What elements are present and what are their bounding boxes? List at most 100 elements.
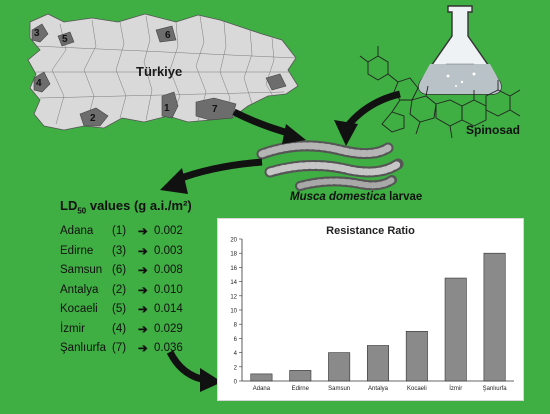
x-tick-label: Samsun — [328, 386, 350, 392]
ld50-city: Antalya — [60, 283, 99, 296]
ld50-code: (1) — [112, 225, 127, 238]
province-borders — [33, 15, 297, 127]
ld50-title-suffix: values (g a.i./m²) — [86, 198, 192, 213]
y-tick-label: 12 — [230, 294, 237, 300]
region-number-3: 3 — [34, 28, 40, 39]
larva-1 — [256, 140, 394, 160]
spinosad-molecule — [359, 46, 521, 139]
bar-i̇zmir — [444, 277, 467, 382]
ld50-value: 0.008 — [154, 264, 183, 277]
ld50-value: 0.010 — [154, 283, 183, 296]
larva-2 — [264, 158, 404, 178]
region-5-shape — [57, 31, 75, 47]
arrow-larvae-to-ld50-head — [160, 168, 188, 194]
x-tick-label: İzmir — [449, 385, 462, 392]
ld50-rows: Adana (1) ➔ 0.002 Edirne (3) ➔ 0.003 Samsun (6) ➔ 0… — [60, 222, 240, 359]
bar-antalya — [367, 345, 389, 382]
larvae-species: Musca domestica — [290, 191, 386, 203]
x-tick-label: Antalya — [368, 386, 389, 392]
ld50-row: İzmir (4) ➔ 0.029 — [60, 319, 240, 339]
ld50-city: İzmir — [60, 322, 85, 335]
y-tick-label: 6 — [234, 337, 238, 343]
y-tick-label: 18 — [230, 252, 237, 258]
region-number-7: 7 — [212, 104, 218, 115]
ld50-row: Antalya (2) ➔ 0.010 — [60, 280, 240, 300]
larvae-illustration — [256, 140, 404, 191]
bar-şanlıurfa — [483, 252, 506, 382]
chart-title: Resistance Ratio — [326, 225, 415, 237]
ld50-code: (5) — [112, 303, 127, 316]
region-2-shape — [79, 107, 109, 127]
y-tick-label: 8 — [234, 323, 238, 329]
ld50-arrow-icon: ➔ — [138, 304, 148, 317]
x-tick-label: Adana — [253, 386, 271, 392]
arrow-flask-to-larvae-head — [334, 120, 358, 146]
y-tick-label: 20 — [230, 238, 237, 244]
ld50-value: 0.029 — [154, 322, 183, 335]
region-number-1: 1 — [164, 103, 170, 114]
ld50-value: 0.002 — [154, 225, 183, 238]
spinosad-label: Spinosad — [466, 123, 521, 137]
resistance-chart: Resistance Ratio 0 2 4 6 8 10 12 14 16 18 20 Adana E… — [217, 218, 524, 401]
ld50-row: Adana (1) ➔ 0.002 — [60, 222, 240, 242]
bar-kocaeli — [405, 331, 428, 382]
region-1-shape — [161, 91, 179, 119]
ld50-city: Adana — [60, 225, 94, 238]
ld50-city: Şanlıurfa — [60, 342, 107, 355]
region-number-6: 6 — [165, 30, 171, 41]
ld50-code: (4) — [112, 322, 127, 335]
x-tick-label: Kocaeli — [407, 386, 427, 392]
region-6-shape — [155, 25, 177, 43]
ld50-city: Edirne — [60, 244, 94, 257]
chart-plot: 0 2 4 6 8 10 12 14 16 18 20 Adana Edirne Samsun Antaly… — [230, 238, 514, 392]
arrows — [160, 90, 401, 392]
larvae-suffix: larvae — [389, 191, 423, 203]
ld50-arrow-icon: ➔ — [138, 265, 148, 278]
arrow-map-to-larvae — [232, 108, 293, 138]
y-tick-label: 4 — [234, 351, 238, 357]
ld50-city: Kocaeli — [60, 303, 98, 316]
ld50-value: 0.014 — [154, 303, 183, 316]
larva-3 — [295, 175, 397, 191]
arrow-ld50-to-chart-head — [200, 368, 222, 392]
ld50-city: Samsun — [60, 264, 103, 277]
ld50-arrow-icon: ➔ — [138, 284, 148, 297]
ld50-row: Kocaeli (5) ➔ 0.014 — [60, 300, 240, 320]
x-tick-label: Şanlıurfa — [483, 386, 508, 392]
map-country-label: Türkiye — [136, 64, 183, 79]
y-tick-label: 16 — [230, 266, 237, 272]
bar-edirne — [289, 370, 312, 382]
y-tick-label: 10 — [230, 309, 237, 315]
ld50-row: Şanlıurfa (7) ➔ 0.036 — [60, 339, 240, 359]
arrow-larvae-to-ld50 — [174, 158, 263, 184]
ld50-table: LD50 values (g a.i./m²) Adana (1) ➔ 0.002 Ed… — [60, 198, 240, 358]
ld50-code: (7) — [112, 342, 127, 355]
ld50-arrow-icon: ➔ — [138, 226, 148, 239]
ld50-arrow-icon: ➔ — [138, 323, 148, 336]
ld50-arrow-icon: ➔ — [138, 343, 148, 356]
turkey-map — [27, 13, 299, 131]
region-extra-shape — [265, 73, 287, 91]
larvae-label: Musca domestica larvae — [290, 191, 422, 203]
ld50-value: 0.036 — [154, 342, 183, 355]
ld50-title-sub: 50 — [77, 206, 87, 216]
ld50-code: (2) — [112, 283, 127, 296]
y-tick-label: 0 — [234, 380, 238, 386]
ld50-row: Edirne (3) ➔ 0.003 — [60, 241, 240, 261]
y-tick-label: 2 — [234, 365, 238, 371]
region-number-5: 5 — [62, 34, 68, 45]
x-tick-label: Edirne — [292, 386, 310, 392]
bar-samsun — [328, 352, 351, 382]
ld50-title: LD50 values (g a.i./m²) — [60, 198, 240, 216]
region-number-4: 4 — [36, 78, 42, 89]
flask-icon — [418, 5, 502, 95]
ld50-title-prefix: LD — [60, 198, 78, 213]
region-number-2: 2 — [90, 113, 96, 124]
region-4-shape — [33, 71, 51, 93]
ld50-arrow-icon: ➔ — [138, 245, 148, 258]
ld50-value: 0.003 — [154, 244, 183, 257]
y-tick-label: 14 — [230, 280, 237, 286]
arrow-flask-to-larvae — [343, 90, 401, 131]
